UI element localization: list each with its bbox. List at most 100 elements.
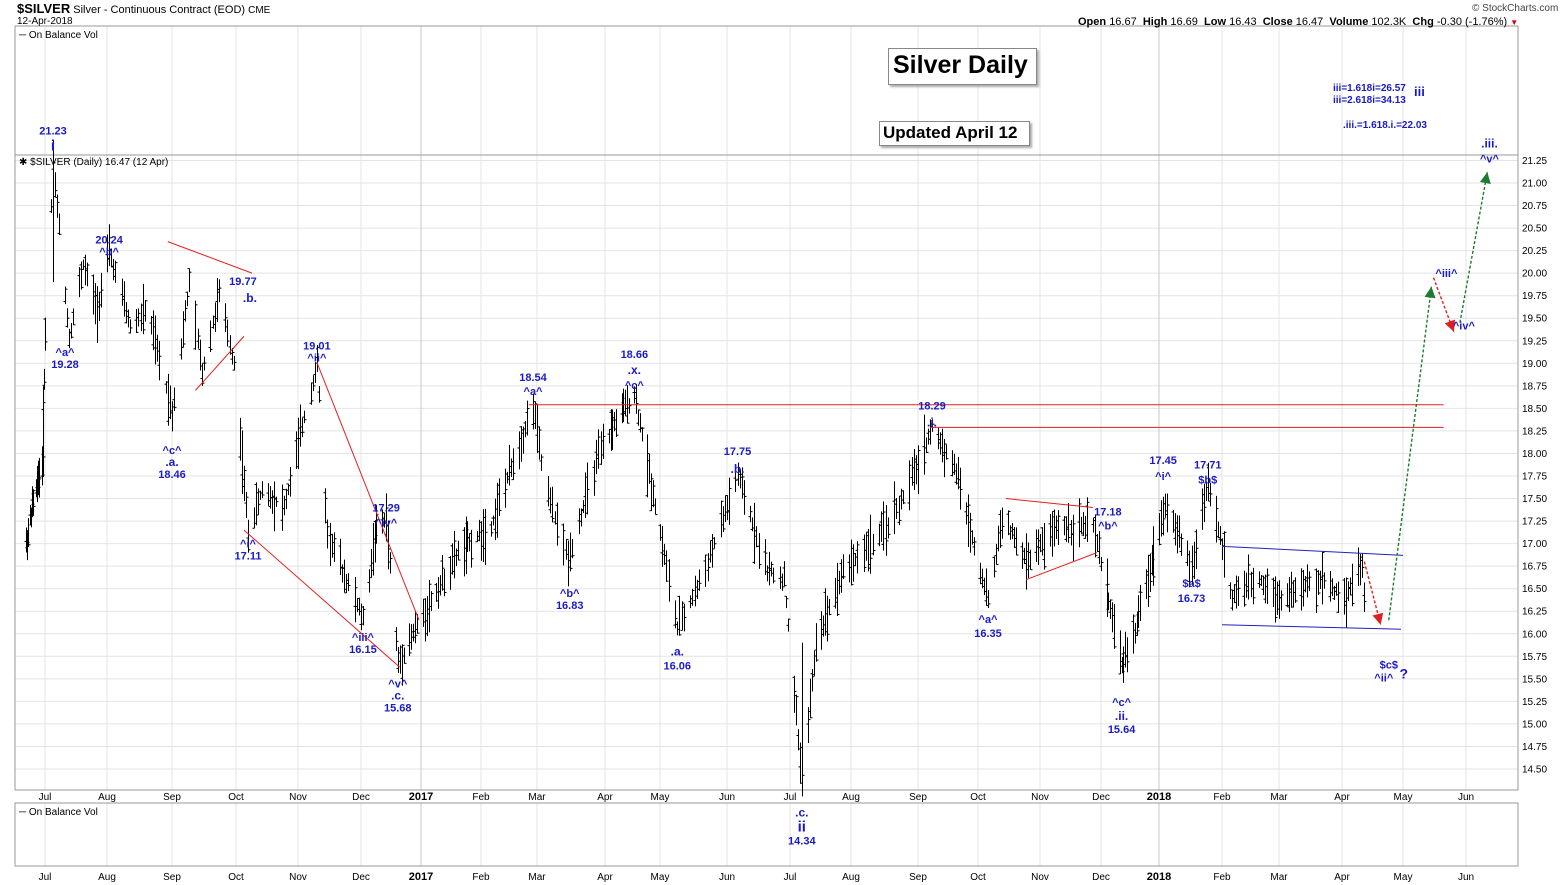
- x-tick-label: Apr: [1334, 872, 1350, 883]
- legend-line-icon: ─: [19, 807, 27, 818]
- x-tick-label: Feb: [472, 872, 490, 883]
- wave-label: .b.: [243, 291, 257, 305]
- high-label: High: [1142, 16, 1168, 28]
- wave-label: i: [51, 137, 55, 154]
- wave-label: ^iv^: [1453, 320, 1476, 332]
- ending-diagonal-bottom: [243, 529, 401, 668]
- bar-legend-icon: ✱: [19, 157, 28, 168]
- x-tick-label: Nov: [1031, 792, 1049, 803]
- wave-label: ^ii^: [307, 352, 327, 364]
- x-tick-label: May: [651, 792, 670, 803]
- low-label: Low: [1204, 16, 1227, 28]
- x-tick-label: Dec: [1092, 792, 1110, 803]
- wave-label: ^v^: [1480, 153, 1500, 165]
- wave-label: ^iii^: [352, 632, 375, 644]
- bottom-panel-frame: [14, 802, 1519, 867]
- wave-label: 19.28: [51, 359, 79, 371]
- x-tick-label: Dec: [352, 792, 370, 803]
- x-tick-label: Nov: [1031, 872, 1049, 883]
- target-line-3: .iii.=1.618.i.=22.03: [1343, 120, 1427, 131]
- projection-arrow-down-iv-head: [1444, 319, 1456, 332]
- x-tick-label: Aug: [842, 872, 860, 883]
- wave-label: 16.15: [349, 644, 377, 656]
- wave-label: 18.29: [918, 400, 946, 412]
- wave-label: ^a^: [979, 614, 999, 626]
- x-tick-label: 2017: [409, 871, 433, 883]
- open-value: 16.67: [1109, 16, 1137, 28]
- price-panel-title: ✱ $SILVER (Daily) 16.47 (12 Apr): [19, 157, 168, 168]
- wave-labels: 21.23i20.24^b^^a^19.28^c^.a.18.4619.77.b…: [39, 125, 1499, 847]
- bottom-panel-title: ─ On Balance Vol: [19, 807, 98, 818]
- wave-label: 17.11: [235, 551, 262, 563]
- target-line-2: iii=2.618i=34.13: [1333, 95, 1406, 106]
- wave-label: $b$: [1198, 475, 1217, 487]
- x-tick-label: Jul: [784, 872, 797, 883]
- wave-label: 14.34: [788, 835, 816, 847]
- price-bars: [24, 140, 1367, 797]
- wave-label: ^v^: [388, 679, 408, 691]
- x-tick-label: 2017: [409, 791, 433, 803]
- wave-label: ^i^: [1155, 471, 1171, 483]
- y-tick-label: 21.00: [1522, 179, 1547, 190]
- wave-label: ^a^: [56, 347, 76, 359]
- x-tick-label: May: [651, 872, 670, 883]
- wave-label: 17.71: [1194, 460, 1222, 472]
- wedge-top-line: [167, 241, 253, 274]
- x-tick-label: Oct: [228, 792, 244, 803]
- axis-ticks: 14.50 14.75 15.00 15.25 15.50 15.75 16.00 16.25…: [39, 156, 1548, 883]
- symbol-header: $SILVER Silver - Continuous Contract (EO…: [17, 1, 270, 16]
- y-tick-label: 20.75: [1522, 201, 1547, 212]
- y-tick-label: 17.00: [1522, 539, 1547, 550]
- x-tick-label: Jul: [784, 792, 797, 803]
- x-tick-label: May: [1394, 792, 1413, 803]
- wave-label: .a.: [671, 644, 684, 658]
- projection-arrow-up-iii: [1388, 286, 1433, 621]
- target-line-1: iii=1.618i=26.57: [1333, 83, 1406, 94]
- target-block: iii=1.618i=26.57 iii=2.618i=34.13: [1333, 83, 1406, 107]
- top-panel-title: ─ On Balance Vol: [19, 30, 98, 41]
- wave-label: 17.75: [724, 446, 752, 458]
- channel-top-line: [1221, 545, 1404, 556]
- y-tick-label: 20.25: [1522, 246, 1547, 257]
- y-tick-label: 20.00: [1522, 269, 1547, 280]
- wave-label: .b.: [731, 462, 745, 476]
- x-tick-label: Sep: [163, 792, 181, 803]
- triangle-bottom-line: [1025, 552, 1098, 581]
- symbol-description: Silver - Continuous Contract (EOD): [73, 4, 246, 16]
- wave-label: 19.01: [303, 340, 331, 352]
- wave-label: 17.45: [1149, 455, 1177, 467]
- projection-arrow-up-iii-head: [1424, 286, 1436, 299]
- exchange-label: CME: [248, 5, 271, 16]
- y-tick-label: 16.75: [1522, 562, 1547, 573]
- projection-arrow-down-c-head: [1372, 612, 1384, 625]
- x-tick-label: Mar: [528, 872, 546, 883]
- y-tick-label: 19.50: [1522, 314, 1547, 325]
- y-tick-label: 18.25: [1522, 426, 1547, 437]
- wedge-bottom-line: [195, 335, 245, 391]
- wave-label: .a.: [165, 455, 178, 469]
- x-tick-label: Jun: [1458, 792, 1474, 803]
- y-tick-label: 15.50: [1522, 674, 1547, 685]
- wave-label: ^a^: [524, 386, 544, 398]
- x-tick-label: Oct: [970, 872, 986, 883]
- x-tick-label: Mar: [528, 792, 546, 803]
- wave-label: ^iii^: [1435, 268, 1458, 280]
- x-tick-label: Apr: [597, 792, 613, 803]
- wave-label: 19.77: [229, 276, 257, 288]
- x-tick-label: Jun: [1458, 872, 1474, 883]
- wave-label: ^b^: [560, 588, 580, 600]
- wave-label: 18.66: [621, 349, 649, 361]
- wave-label: 17.29: [372, 502, 400, 514]
- x-tick-label: Feb: [1213, 792, 1231, 803]
- updated-box: Updated April 12: [879, 121, 1031, 146]
- wave-label: ii: [798, 818, 806, 835]
- low-value: 16.43: [1229, 16, 1257, 28]
- x-tick-label: Dec: [352, 872, 370, 883]
- y-tick-label: 21.25: [1522, 156, 1547, 167]
- wave-label: ^b^: [99, 247, 119, 259]
- wave-label: 18.46: [158, 469, 186, 481]
- x-tick-label: 2018: [1147, 871, 1171, 883]
- wave-label: 18.54: [519, 372, 547, 384]
- wave-label: ?: [1399, 665, 1408, 681]
